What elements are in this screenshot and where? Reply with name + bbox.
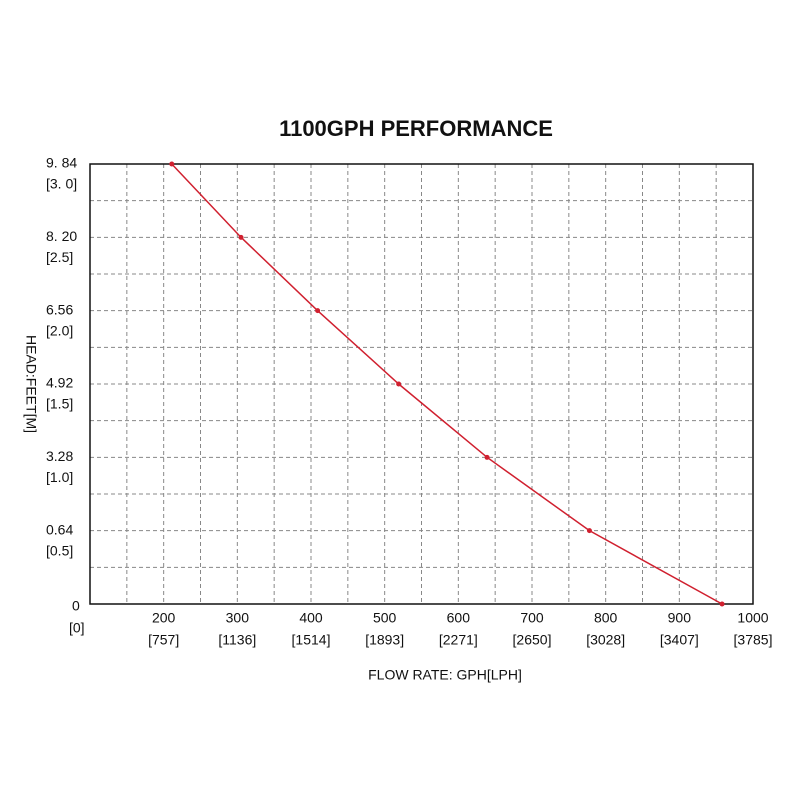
x-tick-label-lph: [2650] [513,632,552,648]
x-tick-label-lph: [1893] [365,632,404,648]
x-tick-label: 800 [594,610,618,626]
x-tick-label-lph: [1514] [292,632,331,648]
x-tick-label-lph: [757] [148,632,179,648]
x-tick-label: 1000 [737,610,768,626]
x-tick-label: 400 [299,610,323,626]
x-tick-label-lph: [2271] [439,632,478,648]
y-tick-label-feet: 0 [72,598,80,614]
y-tick-label: [1.0] [46,469,73,485]
plot-frame [89,163,754,605]
data-point [238,234,244,240]
x-tick-label: 200 [152,610,176,626]
y-axis-label: HEAD:FEET[M] [23,335,39,433]
y-tick-label: [2.0] [46,322,73,338]
x-tick-label: 300 [226,610,250,626]
y-tick-label-feet: 8. 20 [46,228,77,244]
x-tick-label-lph: [1136] [218,632,256,648]
y-tick-label: [3. 0] [46,176,77,192]
y-tick-label: [1.5] [46,396,73,412]
x-axis-label: FLOW RATE: GPH[LPH] [368,667,522,683]
data-point [169,161,175,167]
data-point [586,528,592,534]
x-tick-label-lph: [3785] [734,632,773,648]
y-tick-label-feet: 9. 84 [46,155,77,171]
data-point [396,381,402,387]
y-tick-label: [0.5] [46,542,73,558]
y-tick-label-feet: 3.28 [46,448,73,464]
chart-title: 1100GPH PERFORMANCE [279,116,553,141]
y-tick-label: [0] [69,620,85,636]
x-tick-label: 500 [373,610,397,626]
x-tick-label-lph: [3028] [586,632,625,648]
data-point [719,601,725,607]
x-tick-label-lph: [3407] [660,632,699,648]
y-tick-label-feet: 6.56 [46,301,73,317]
x-tick-label: 700 [520,610,544,626]
y-tick-label-feet: 0.64 [46,521,73,537]
x-tick-label: 600 [447,610,471,626]
y-tick-label: [2.5] [46,249,73,265]
y-tick-label-feet: 4.92 [46,375,73,391]
data-point [315,308,321,314]
x-tick-label: 900 [668,610,692,626]
data-point [484,454,490,460]
